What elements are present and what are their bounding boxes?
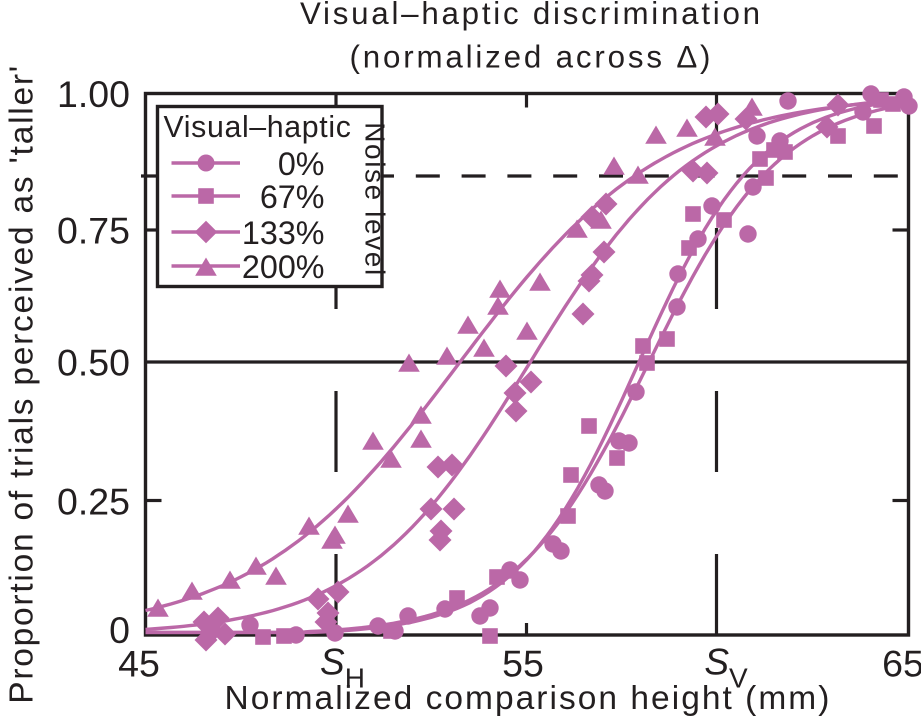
- svg-text:Normalized comparison height (: Normalized comparison height (mm): [225, 680, 832, 717]
- svg-text:45: 45: [118, 643, 160, 685]
- svg-text:1.00: 1.00: [57, 73, 130, 115]
- svg-text:Visual–haptic discrimination: Visual–haptic discrimination: [300, 0, 763, 31]
- svg-text:0.50: 0.50: [57, 342, 130, 384]
- svg-text:0%: 0%: [278, 146, 325, 182]
- svg-text:SH: SH: [320, 642, 365, 694]
- svg-text:SV: SV: [704, 642, 748, 694]
- svg-text:200%: 200%: [242, 249, 325, 285]
- svg-text:67%: 67%: [260, 179, 325, 215]
- svg-text:65: 65: [882, 643, 921, 685]
- svg-text:133%: 133%: [242, 215, 325, 251]
- svg-text:Noise level: Noise level: [360, 122, 391, 277]
- svg-text:0: 0: [109, 609, 130, 651]
- svg-text:Visual–haptic: Visual–haptic: [164, 111, 352, 144]
- svg-text:0.75: 0.75: [57, 210, 130, 252]
- svg-text:(normalized across Δ): (normalized across Δ): [349, 39, 713, 74]
- svg-text:55: 55: [502, 643, 544, 685]
- svg-text:0.25: 0.25: [57, 481, 130, 523]
- svg-text:Proportion of trials perceived: Proportion of trials perceived as 'talle…: [4, 64, 41, 704]
